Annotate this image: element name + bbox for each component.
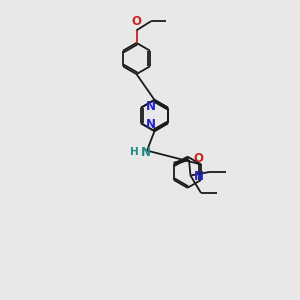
- Text: N: N: [146, 100, 156, 113]
- Text: O: O: [131, 15, 142, 28]
- Text: N: N: [194, 170, 204, 184]
- Text: O: O: [194, 152, 203, 165]
- Text: N: N: [140, 146, 151, 159]
- Text: N: N: [146, 118, 156, 131]
- Text: H: H: [130, 147, 139, 157]
